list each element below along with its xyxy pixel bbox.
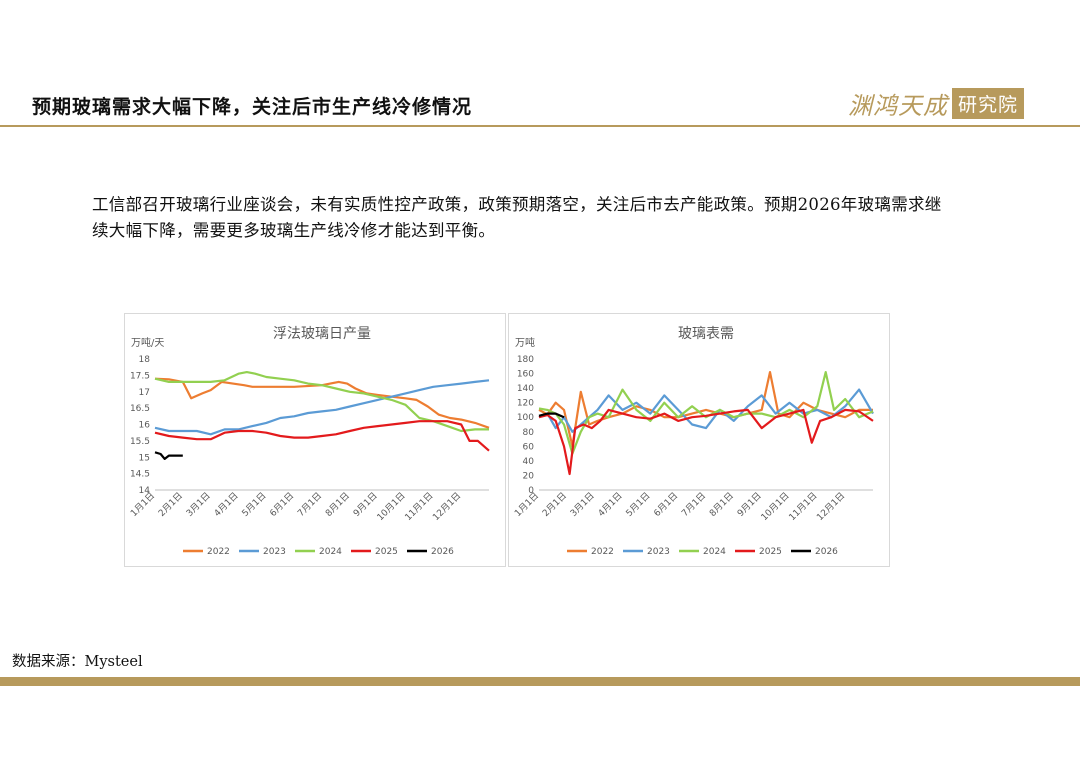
series-line-2026 xyxy=(538,412,565,419)
y-tick-label: 15 xyxy=(139,453,150,463)
x-tick-label: 11月1日 xyxy=(403,490,436,523)
y-tick-label: 100 xyxy=(517,413,534,423)
x-tick-label: 3月1日 xyxy=(184,490,213,519)
x-tick-label: 4月1日 xyxy=(596,490,625,519)
series-line-2022 xyxy=(538,370,873,448)
legend-label-2025: 2025 xyxy=(759,547,782,557)
legend-label-2023: 2023 xyxy=(647,547,670,557)
x-tick-label: 9月1日 xyxy=(735,490,764,519)
y-tick-label: 160 xyxy=(517,370,534,380)
data-source: 数据来源：Mysteel xyxy=(12,654,143,670)
y-tick-label: 16.5 xyxy=(130,404,150,414)
y-tick-label: 180 xyxy=(517,355,534,365)
brand-logo: 渊鸿天成 研究院 xyxy=(848,86,1025,120)
chart-title: 玻璃表需 xyxy=(678,325,734,342)
series-line-2023 xyxy=(154,379,490,436)
x-tick-label: 6月1日 xyxy=(652,490,681,519)
x-tick-label: 2月1日 xyxy=(156,490,185,519)
x-tick-label: 1月1日 xyxy=(513,490,542,519)
footer-bar xyxy=(0,677,1080,686)
chart-panel-demand: 玻璃表需万吨 0 20 40 60 80 100 120 140 160 180 1月1日 2月1日 3月… xyxy=(508,313,890,567)
x-tick-label: 8月1日 xyxy=(323,490,352,519)
y-tick-label: 14.5 xyxy=(130,470,150,480)
intro-paragraph: 工信部召开玻璃行业座谈会，未有实质性控产政策，政策预期落空，关注后市去产能政策。… xyxy=(92,195,942,240)
x-tick-label: 11月1日 xyxy=(787,490,820,523)
x-tick-label: 7月1日 xyxy=(296,490,325,519)
page-title: 预期玻璃需求大幅下降，关注后市生产线冷修情况 xyxy=(32,96,473,118)
y-axis-label: 万吨/天 xyxy=(131,336,164,349)
y-tick-label: 14 xyxy=(139,486,151,496)
legend-label-2026: 2026 xyxy=(431,547,454,557)
y-tick-label: 80 xyxy=(523,428,535,438)
production-chart: 浮法玻璃日产量万吨/天1414.51515.51616.51717.5181月1… xyxy=(129,325,490,557)
chart-title: 浮法玻璃日产量 xyxy=(273,325,371,342)
x-tick-label: 9月1日 xyxy=(351,490,380,519)
y-tick-label: 15.5 xyxy=(130,437,150,447)
y-tick-label: 20 xyxy=(523,471,535,481)
y-tick-label: 60 xyxy=(523,442,535,452)
series-line-2024 xyxy=(538,370,874,455)
x-tick-label: 6月1日 xyxy=(268,490,297,519)
series-line-2022 xyxy=(154,377,490,429)
x-tick-label: 3月1日 xyxy=(568,490,597,519)
y-tick-label: 140 xyxy=(517,384,534,394)
x-tick-label: 12月1日 xyxy=(431,490,464,523)
legend-label-2024: 2024 xyxy=(703,547,726,557)
y-tick-label: 17.5 xyxy=(130,371,150,381)
y-tick-label: 120 xyxy=(517,399,534,409)
chart-panel-production: 浮法玻璃日产量 万吨/天 14 14.5 15 15.5 16 16.5 17 17.5 18 1月1… xyxy=(124,313,506,567)
legend-label-2022: 2022 xyxy=(591,547,614,557)
x-tick-label: 10月1日 xyxy=(759,490,792,523)
y-tick-label: 17 xyxy=(139,388,150,398)
series-line-2025 xyxy=(154,420,490,452)
x-tick-label: 8月1日 xyxy=(707,490,736,519)
x-tick-label: 10月1日 xyxy=(375,490,408,523)
series-line-2026 xyxy=(154,451,183,460)
series-line-2025 xyxy=(538,408,874,476)
x-tick-label: 5月1日 xyxy=(624,490,653,519)
x-tick-label: 5月1日 xyxy=(240,490,269,519)
y-tick-label: 16 xyxy=(139,421,151,431)
y-axis-label: 万吨 xyxy=(515,336,535,349)
legend-label-2025: 2025 xyxy=(375,547,398,557)
logo-main-text: 渊鸿天成 xyxy=(848,91,948,120)
y-tick-label: 40 xyxy=(523,457,535,467)
x-tick-label: 4月1日 xyxy=(212,490,241,519)
y-tick-label: 18 xyxy=(139,355,151,365)
legend-label-2026: 2026 xyxy=(815,547,838,557)
legend-label-2023: 2023 xyxy=(263,547,286,557)
legend-label-2022: 2022 xyxy=(207,547,230,557)
x-tick-label: 7月1日 xyxy=(680,490,709,519)
y-tick-label: 0 xyxy=(528,486,534,496)
logo-box-text: 研究院 xyxy=(952,87,1025,119)
header-divider xyxy=(0,125,1080,127)
x-tick-label: 12月1日 xyxy=(815,490,848,523)
x-tick-label: 2月1日 xyxy=(540,490,569,519)
legend-label-2024: 2024 xyxy=(319,547,342,557)
